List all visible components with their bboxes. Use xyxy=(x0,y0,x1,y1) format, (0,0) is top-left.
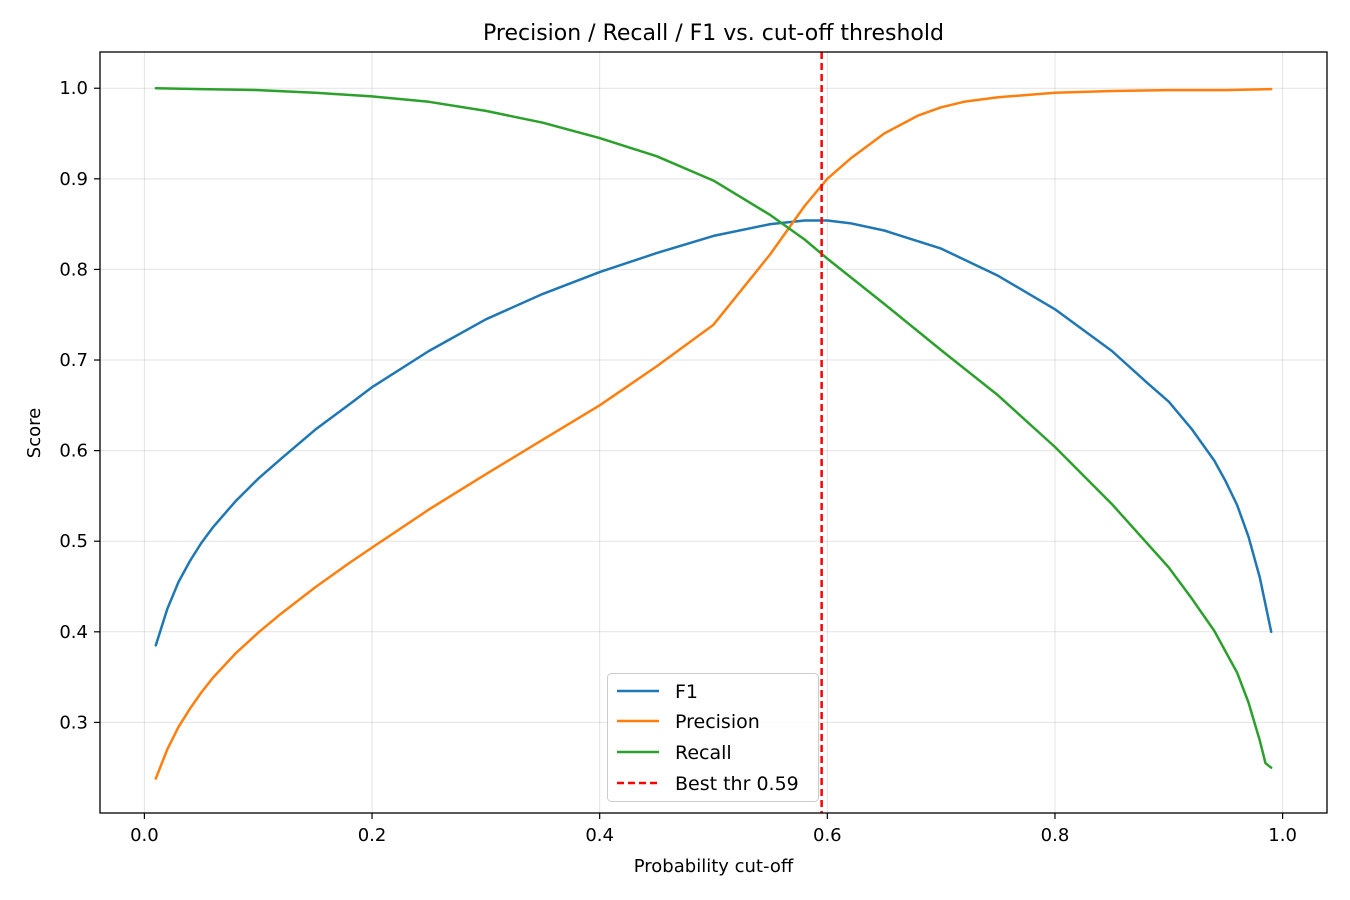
y-tick-label: 0.6 xyxy=(59,441,88,462)
y-axis-label: Score xyxy=(24,408,45,458)
legend-box xyxy=(607,673,819,802)
legend-label-precision: Precision xyxy=(675,711,760,733)
y-tick-label: 0.9 xyxy=(59,169,88,190)
plot-frame xyxy=(99,51,1328,814)
series-line-precision xyxy=(154,87,1273,780)
grid xyxy=(100,52,1327,813)
chart-title: Precision / Recall / F1 vs. cut-off thre… xyxy=(483,21,944,46)
series-line-recall xyxy=(154,86,1273,769)
x-tick-label: 0.4 xyxy=(585,825,614,846)
y-tick-label: 0.3 xyxy=(59,712,88,733)
x-tick-label: 0.2 xyxy=(358,825,387,846)
legend-label-threshold: Best thr 0.59 xyxy=(675,773,799,795)
x-tick-label: 0.0 xyxy=(130,825,159,846)
legend-label-f1: F1 xyxy=(675,681,698,703)
y-tick-label: 0.8 xyxy=(59,259,88,280)
series-line-f1 xyxy=(154,219,1273,647)
x-tick-label: 1.0 xyxy=(1268,825,1297,846)
x-tick-label: 0.6 xyxy=(813,825,842,846)
x-tick-label: 0.8 xyxy=(1041,825,1070,846)
y-tick-label: 1.0 xyxy=(59,78,88,99)
legend-label-recall: Recall xyxy=(675,742,732,764)
y-tick-label: 0.7 xyxy=(59,350,88,371)
legend: F1 Precision Recall Best thr 0.59 xyxy=(607,673,819,802)
series-lines xyxy=(154,86,1273,780)
y-tick-label: 0.4 xyxy=(59,622,88,643)
y-tick-label: 0.5 xyxy=(59,531,88,552)
axis-ticks: 0.0 0.2 0.4 0.6 0.8 1.0 0.3 0.4 0.5 0.6 0.7 0.8 0.9 1… xyxy=(59,78,1297,846)
x-axis-label: Probability cut-off xyxy=(634,856,794,877)
